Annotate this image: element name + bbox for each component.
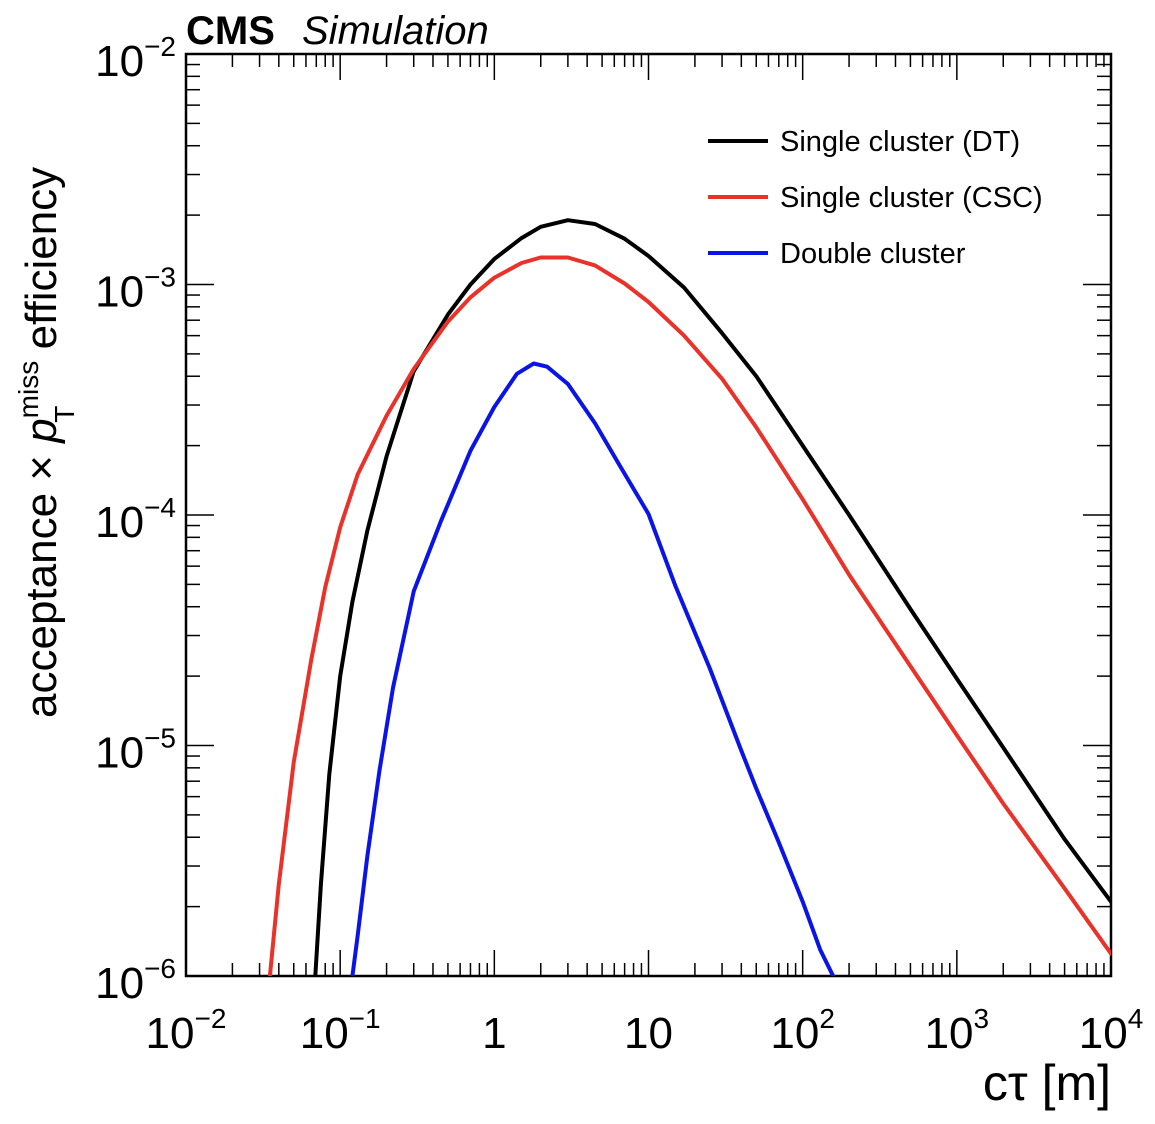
series-line-0 [313, 218, 1111, 976]
series-line-1 [267, 255, 1111, 976]
x-tick-label-exponent: −2 [195, 1003, 227, 1034]
x-tick-labels: 10−2 10−1 1 10 102 103 104 [146, 1003, 1144, 1058]
x-tick-label-exponent: −1 [349, 1003, 381, 1034]
y-tick-label-exponent: −5 [144, 723, 176, 754]
x-tick-label: 103 [925, 1003, 990, 1058]
y-tick-label-base: 10 [95, 498, 144, 547]
legend: Single cluster (DT) Single cluster (CSC) D… [708, 126, 1043, 270]
x-tick-label-base: 10 [624, 1009, 673, 1058]
simulation-label: Simulation [302, 9, 489, 53]
legend-label-1: Single cluster (CSC) [780, 182, 1043, 214]
y-axis-title-superscript: miss [13, 361, 44, 419]
y-tick-labels: 10−610−510−410−310−2 [95, 31, 176, 1008]
y-tick-label: 10−6 [95, 953, 176, 1008]
y-tick-label-base: 10 [95, 959, 144, 1008]
x-tick-label-base: 10 [770, 1009, 819, 1058]
x-tick-label-exponent: 2 [819, 1003, 835, 1034]
x-tick-label-exponent: 3 [974, 1003, 990, 1034]
y-tick-label: 10−5 [95, 723, 176, 778]
x-tick-label-base: 10 [925, 1009, 974, 1058]
x-tick-label-base: 10 [300, 1009, 349, 1058]
experiment-label: CMS [186, 9, 275, 53]
y-tick-label-exponent: −2 [144, 31, 176, 62]
y-tick-label-base: 10 [95, 37, 144, 86]
x-tick-label-exponent: 4 [1128, 1003, 1144, 1034]
legend-label-2: Double cluster [780, 238, 966, 270]
x-axis-title: cτ [m] [983, 1055, 1111, 1111]
x-tick-label-base: 10 [1079, 1009, 1128, 1058]
x-tick-label: 1 [482, 1009, 506, 1058]
axis-ticks [185, 54, 1111, 977]
x-tick-label: 10−1 [300, 1003, 381, 1058]
y-tick-label-exponent: −6 [144, 953, 176, 984]
y-tick-label-base: 10 [95, 268, 144, 317]
y-tick-label-exponent: −4 [144, 492, 176, 523]
data-curves [267, 218, 1111, 976]
y-tick-label: 10−3 [95, 262, 176, 317]
x-tick-label: 10 [624, 1009, 673, 1058]
series-line-2 [350, 361, 836, 976]
x-tick-label: 104 [1079, 1003, 1144, 1058]
y-tick-label-base: 10 [95, 729, 144, 778]
y-axis-title-suffix: efficiency [17, 167, 66, 362]
y-axis-title-subscript: T [49, 406, 80, 423]
x-tick-label-base: 1 [482, 1009, 506, 1058]
legend-label-0: Single cluster (DT) [780, 126, 1020, 158]
y-axis-title-prefix: acceptance × [17, 443, 66, 718]
x-tick-label: 10−2 [146, 1003, 227, 1058]
x-tick-label-base: 10 [146, 1009, 195, 1058]
y-axis-title-symbol: p [17, 418, 66, 444]
y-tick-label: 10−2 [95, 31, 176, 86]
y-tick-label-exponent: −3 [144, 262, 176, 293]
y-axis-title: acceptance × pmiss T efficiency [13, 167, 80, 718]
y-tick-label: 10−4 [95, 492, 176, 547]
x-tick-label: 102 [770, 1003, 835, 1058]
